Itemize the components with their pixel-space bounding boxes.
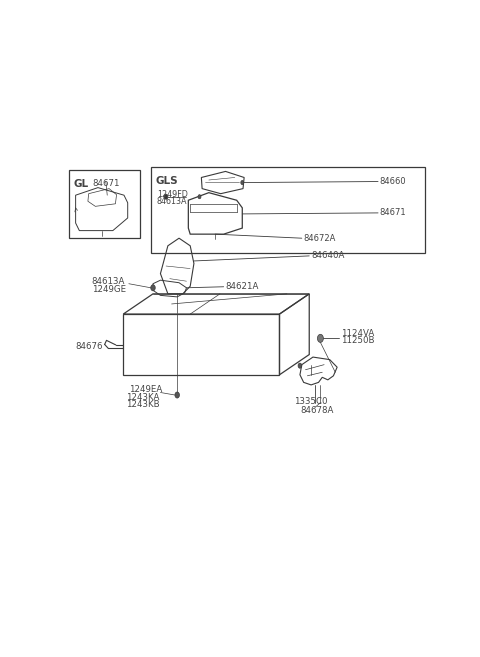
Bar [69, 170, 140, 238]
Text: GL: GL [74, 179, 89, 189]
Text: 84671: 84671 [92, 179, 120, 188]
Text: 84660: 84660 [379, 177, 406, 186]
Text: 84613A: 84613A [92, 277, 125, 286]
Text: 84613A: 84613A [156, 197, 187, 206]
Text: 1243KB: 1243KB [126, 399, 160, 409]
Text: 1249GE: 1249GE [92, 285, 126, 294]
Text: 84672A: 84672A [304, 234, 336, 242]
Text: 11250B: 11250B [341, 336, 374, 346]
Text: 1243KA: 1243KA [126, 393, 159, 402]
Text: 1335C0: 1335C0 [294, 397, 328, 405]
Circle shape [298, 363, 302, 368]
Circle shape [175, 392, 180, 398]
Text: 1249FD: 1249FD [156, 190, 188, 199]
Text: 84621A: 84621A [226, 283, 259, 291]
Text: 84676: 84676 [75, 342, 102, 351]
Circle shape [164, 194, 168, 199]
Text: 1124VA: 1124VA [341, 328, 374, 338]
Circle shape [241, 181, 244, 185]
Text: GLS: GLS [156, 177, 178, 187]
Circle shape [198, 194, 201, 198]
Text: 84640A: 84640A [311, 252, 345, 260]
Circle shape [151, 284, 155, 291]
Bar [151, 168, 424, 254]
Text: 1249EA: 1249EA [129, 386, 162, 394]
Circle shape [317, 334, 324, 342]
Text: 84678A: 84678A [300, 406, 333, 415]
Text: 84671: 84671 [379, 208, 406, 217]
